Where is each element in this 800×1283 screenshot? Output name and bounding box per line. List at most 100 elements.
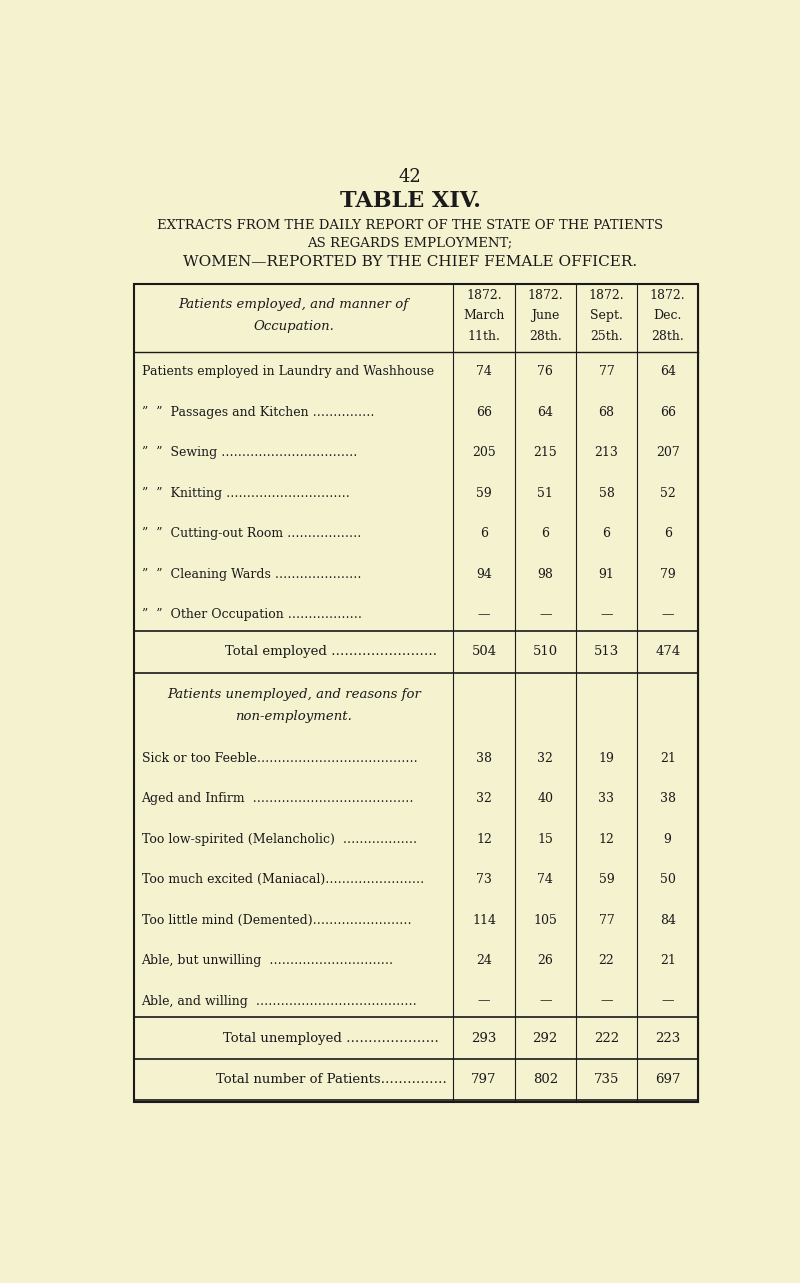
Text: —: — [662, 994, 674, 1007]
Text: 292: 292 [533, 1032, 558, 1044]
Text: 114: 114 [472, 913, 496, 926]
Text: 697: 697 [655, 1073, 681, 1087]
Text: 32: 32 [476, 792, 492, 804]
Text: 797: 797 [471, 1073, 497, 1087]
Text: 11th.: 11th. [467, 330, 501, 344]
Text: 73: 73 [476, 872, 492, 887]
Text: 28th.: 28th. [651, 330, 684, 344]
Text: 21: 21 [660, 955, 676, 967]
Text: 6: 6 [480, 527, 488, 540]
Text: 735: 735 [594, 1073, 619, 1087]
Text: —: — [478, 608, 490, 621]
Text: 84: 84 [660, 913, 676, 926]
Text: 38: 38 [660, 792, 676, 804]
Text: 98: 98 [538, 568, 553, 581]
Text: ”  ”  Cutting-out Room ………………: ” ” Cutting-out Room ……………… [142, 527, 361, 540]
Text: 223: 223 [655, 1032, 680, 1044]
Text: —: — [539, 994, 551, 1007]
Text: 19: 19 [598, 752, 614, 765]
Text: 74: 74 [476, 366, 492, 378]
Text: Patients unemployed, and reasons for: Patients unemployed, and reasons for [167, 688, 421, 701]
Text: 28th.: 28th. [529, 330, 562, 344]
Text: June: June [531, 309, 559, 322]
Text: —: — [478, 994, 490, 1007]
Text: 105: 105 [534, 913, 557, 926]
Text: 222: 222 [594, 1032, 619, 1044]
Text: 38: 38 [476, 752, 492, 765]
Text: Aged and Infirm  …………………………………: Aged and Infirm ………………………………… [142, 792, 414, 804]
Text: 215: 215 [534, 446, 557, 459]
Text: 33: 33 [598, 792, 614, 804]
Text: ”  ”  Other Occupation ………………: ” ” Other Occupation ……………… [142, 608, 362, 621]
Text: 6: 6 [602, 527, 610, 540]
Text: 25th.: 25th. [590, 330, 622, 344]
Text: 59: 59 [598, 872, 614, 887]
Text: Too little mind (Demented)……………………: Too little mind (Demented)…………………… [142, 913, 411, 926]
Text: EXTRACTS FROM THE DAILY REPORT OF THE STATE OF THE PATIENTS: EXTRACTS FROM THE DAILY REPORT OF THE ST… [157, 218, 663, 232]
Text: 64: 64 [538, 405, 554, 418]
Text: March: March [463, 309, 505, 322]
Text: 22: 22 [598, 955, 614, 967]
Text: 1872.: 1872. [589, 289, 624, 302]
Text: 79: 79 [660, 568, 675, 581]
Text: Sept.: Sept. [590, 309, 623, 322]
Text: 40: 40 [538, 792, 554, 804]
Text: Sick or too Feeble…………………………………: Sick or too Feeble………………………………… [142, 752, 418, 765]
Text: 76: 76 [538, 366, 553, 378]
Text: 50: 50 [660, 872, 676, 887]
Text: 510: 510 [533, 645, 558, 658]
Text: 74: 74 [538, 872, 553, 887]
Text: 51: 51 [538, 486, 553, 500]
Text: 12: 12 [598, 833, 614, 845]
Text: 6: 6 [664, 527, 672, 540]
Text: 91: 91 [598, 568, 614, 581]
Text: —: — [600, 994, 613, 1007]
Text: —: — [662, 608, 674, 621]
Text: 64: 64 [660, 366, 676, 378]
Text: 504: 504 [471, 645, 497, 658]
Text: 42: 42 [398, 168, 422, 186]
Text: 513: 513 [594, 645, 619, 658]
Text: ”  ”  Cleaning Wards …………………: ” ” Cleaning Wards ………………… [142, 568, 361, 581]
Text: —: — [600, 608, 613, 621]
Text: ”  ”  Sewing ……………………………: ” ” Sewing …………………………… [142, 446, 357, 459]
Text: 66: 66 [660, 405, 676, 418]
Text: 77: 77 [598, 366, 614, 378]
Text: Total unemployed …………………: Total unemployed ………………… [223, 1032, 439, 1044]
Text: 474: 474 [655, 645, 680, 658]
Text: 205: 205 [472, 446, 496, 459]
Text: 26: 26 [538, 955, 553, 967]
Text: Able, but unwilling  …………………………: Able, but unwilling ………………………… [142, 955, 394, 967]
Text: 24: 24 [476, 955, 492, 967]
Text: Too much excited (Maniacal)……………………: Too much excited (Maniacal)…………………… [142, 872, 424, 887]
Text: 59: 59 [476, 486, 492, 500]
Text: 293: 293 [471, 1032, 497, 1044]
Text: —: — [539, 608, 551, 621]
Text: non-employment.: non-employment. [235, 709, 352, 722]
Text: AS REGARDS EMPLOYMENT;: AS REGARDS EMPLOYMENT; [307, 236, 513, 249]
Text: Patients employed in Laundry and Washhouse: Patients employed in Laundry and Washhou… [142, 366, 434, 378]
Text: 52: 52 [660, 486, 675, 500]
Text: 1872.: 1872. [527, 289, 563, 302]
Text: 15: 15 [538, 833, 553, 845]
Text: Occupation.: Occupation. [254, 321, 334, 334]
Text: Able, and willing  …………………………………: Able, and willing ………………………………… [142, 994, 418, 1007]
Text: 1872.: 1872. [466, 289, 502, 302]
Text: Total employed ……………………: Total employed …………………… [225, 645, 437, 658]
Text: WOMEN—REPORTED BY THE CHIEF FEMALE OFFICER.: WOMEN—REPORTED BY THE CHIEF FEMALE OFFIC… [183, 254, 637, 268]
Text: 66: 66 [476, 405, 492, 418]
Text: 9: 9 [664, 833, 672, 845]
Text: Total number of Patients……………: Total number of Patients…………… [215, 1073, 446, 1087]
Text: 12: 12 [476, 833, 492, 845]
Text: 68: 68 [598, 405, 614, 418]
Text: 213: 213 [594, 446, 618, 459]
Text: Patients employed, and manner of: Patients employed, and manner of [178, 298, 409, 310]
Text: 1872.: 1872. [650, 289, 686, 302]
Text: 58: 58 [598, 486, 614, 500]
Text: 21: 21 [660, 752, 676, 765]
Text: 802: 802 [533, 1073, 558, 1087]
Text: 32: 32 [538, 752, 553, 765]
Text: TABLE XIV.: TABLE XIV. [339, 190, 481, 213]
Text: 94: 94 [476, 568, 492, 581]
Text: Too low-spirited (Melancholic)  ………………: Too low-spirited (Melancholic) ……………… [142, 833, 417, 845]
